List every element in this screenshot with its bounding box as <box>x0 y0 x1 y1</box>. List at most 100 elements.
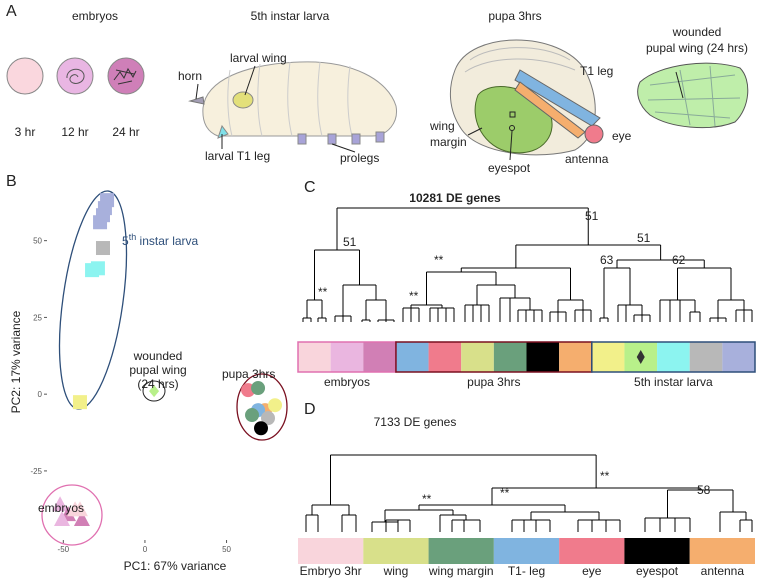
group-label: pupal wing <box>129 363 186 377</box>
point <box>90 261 105 276</box>
larva-segments <box>227 61 353 137</box>
support-label: 62 <box>672 253 686 267</box>
point <box>95 241 110 256</box>
label: wing <box>429 119 455 133</box>
color-block <box>591 342 625 372</box>
point <box>261 411 276 426</box>
prolegs <box>297 131 385 145</box>
support-label: ** <box>434 253 444 267</box>
tissue-label: eyespot <box>636 564 679 578</box>
color-block <box>298 342 331 372</box>
x-tick-label: 0 <box>143 545 148 554</box>
label: larval wing <box>230 51 287 65</box>
color-block <box>559 538 625 564</box>
pupa-antenna <box>514 81 586 139</box>
color-block <box>493 342 527 372</box>
wing-veins <box>647 65 741 127</box>
support-label: 51 <box>637 231 651 245</box>
tissue-label: antenna <box>701 564 745 578</box>
y-tick-label: 50 <box>33 237 42 246</box>
group-label: 5th instar larva <box>122 232 199 248</box>
point <box>54 511 71 527</box>
larval-wing <box>232 91 254 109</box>
group-label: embryos <box>38 501 84 515</box>
axis-title: PC2: 17% variance <box>9 310 23 413</box>
group-ellipse <box>142 380 166 402</box>
group-label-part: 5 <box>122 234 129 248</box>
point <box>245 408 260 423</box>
color-block <box>657 342 690 372</box>
group-ellipse <box>41 484 103 546</box>
label: wounded <box>672 25 722 39</box>
group-label: wounded <box>133 349 183 363</box>
color-block <box>428 342 462 372</box>
y-tick-label: 25 <box>33 313 42 322</box>
point <box>251 381 266 396</box>
color-block <box>330 342 364 372</box>
support-label: 51 <box>343 235 357 249</box>
pointer <box>467 127 483 136</box>
point <box>71 501 88 517</box>
x-tick-label: 50 <box>222 545 231 554</box>
pointer <box>195 83 199 100</box>
label: T1 leg <box>580 64 613 78</box>
larval-leg <box>217 124 229 139</box>
support-label: ** <box>600 469 610 483</box>
dendrogram-title: 10281 DE genes <box>409 191 501 205</box>
dendrogram-title: 7133 DE genes <box>374 415 457 429</box>
support-label: ** <box>500 486 510 500</box>
point <box>149 385 160 398</box>
point <box>93 215 108 230</box>
pointer <box>331 143 356 153</box>
label: margin <box>430 135 467 149</box>
label: pupal wing (24 hrs) <box>646 41 748 55</box>
color-block <box>689 538 755 564</box>
label: antenna <box>565 152 609 166</box>
color-block <box>428 538 494 564</box>
label: pupa 3hrs <box>488 9 541 23</box>
y-tick-label: -25 <box>30 467 42 476</box>
pupa-lines <box>464 47 576 73</box>
pointer <box>244 65 256 96</box>
group-label: pupa 3hrs <box>222 367 275 381</box>
point <box>73 511 90 527</box>
color-block <box>559 342 592 372</box>
marker <box>636 350 645 364</box>
label: embryos <box>72 9 118 23</box>
group-label: embryos <box>324 375 370 389</box>
embryo-icon <box>6 57 44 95</box>
embryo-icon <box>56 57 94 95</box>
embryo-shape <box>113 67 137 85</box>
panel-letter: B <box>6 173 17 190</box>
color-block <box>363 342 396 372</box>
group-label-part: instar larva <box>136 234 198 248</box>
label: 3 hr <box>15 125 36 139</box>
wounded-wing <box>637 62 749 129</box>
support-label: 51 <box>585 209 599 223</box>
group-label: 5th instar larva <box>634 375 713 389</box>
eyespot-marker <box>509 111 516 118</box>
support-label: ** <box>409 289 419 303</box>
color-block <box>363 538 429 564</box>
panel-letter: C <box>304 179 316 196</box>
panel-letter: A <box>6 3 17 20</box>
color-block <box>689 342 723 372</box>
tissue-label: wing margin <box>428 564 494 578</box>
y-tick-label: 0 <box>38 390 43 399</box>
group-ellipse <box>58 190 128 410</box>
group-ellipse <box>236 373 288 441</box>
support-label: 58 <box>697 483 711 497</box>
color-block <box>624 538 690 564</box>
embryo-shape <box>66 68 85 84</box>
label: horn <box>178 69 202 83</box>
axis-title: PC1: 67% variance <box>124 559 227 573</box>
pointer <box>509 130 513 161</box>
color-block <box>493 538 560 564</box>
horn <box>188 96 205 105</box>
point <box>72 395 87 410</box>
group-label: pupa 3hrs <box>467 375 520 389</box>
support-label: 63 <box>600 253 614 267</box>
support-label: ** <box>422 492 432 506</box>
group-label: (24 hrs) <box>137 377 178 391</box>
